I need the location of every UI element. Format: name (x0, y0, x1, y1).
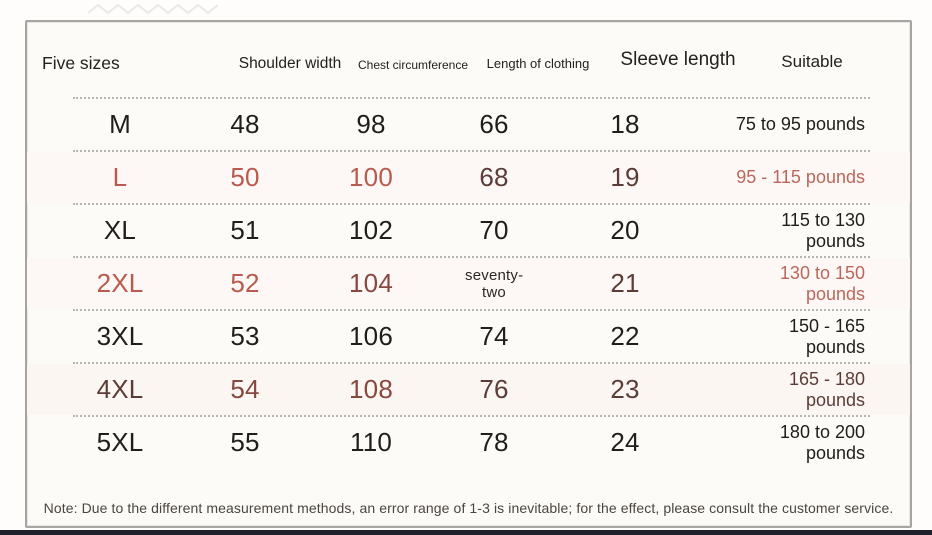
cell-suitable-weight: 150 - 165 pounds (788, 315, 865, 357)
cell-shoulder-width: 52 (230, 268, 260, 298)
table-row-4xl: 4XL 54 108 76 23 165 - 180 pounds (27, 364, 910, 415)
cell-size: 2XL (96, 268, 144, 298)
row-divider (73, 256, 870, 258)
measurement-note: Note: Due to the different measurement m… (43, 500, 894, 516)
column-header-sleeve-length: Sleeve length (620, 49, 736, 70)
size-chart-panel: Five sizes Shoulder width Chest circumfe… (25, 20, 912, 528)
cell-chest-circumference: 100 (349, 162, 393, 192)
cell-sleeve-length: 18 (610, 109, 640, 139)
cell-size: 5XL (96, 427, 144, 457)
row-divider (73, 362, 870, 364)
row-divider (73, 203, 870, 205)
cell-shoulder-width: 48 (230, 109, 260, 139)
table-row-l: L 50 100 68 19 95 - 115 pounds (27, 152, 910, 203)
cell-size: 3XL (96, 321, 144, 351)
cell-length-of-clothing: 70 (479, 215, 509, 245)
cell-size: XL (103, 215, 137, 245)
cell-shoulder-width: 54 (230, 374, 260, 404)
torn-edge-decoration (88, 3, 218, 15)
cell-sleeve-length: 19 (610, 162, 640, 192)
table-row-xl: XL 51 102 70 20 115 to 130 pounds (27, 205, 910, 256)
bottom-edge-bar (0, 530, 932, 535)
table-row-m: M 48 98 66 18 75 to 95 pounds (27, 99, 910, 150)
column-header-suitable: Suitable (781, 52, 843, 71)
cell-chest-circumference: 108 (349, 374, 393, 404)
cell-size: M (109, 109, 131, 139)
row-divider (73, 97, 870, 99)
cell-sleeve-length: 22 (610, 321, 640, 351)
cell-suitable-weight: 95 - 115 pounds (736, 167, 865, 187)
cell-shoulder-width: 53 (230, 321, 260, 351)
cell-suitable-weight: 115 to 130 pounds (781, 209, 865, 251)
cell-size: 4XL (96, 374, 144, 404)
column-header-length-of-clothing: Length of clothing (486, 56, 590, 71)
cell-chest-circumference: 106 (349, 321, 393, 351)
cell-length-of-clothing: 74 (479, 321, 509, 351)
cell-suitable-weight: 130 to 150 pounds (779, 262, 865, 304)
cell-chest-circumference: 102 (349, 215, 393, 245)
cell-chest-circumference: 104 (349, 268, 393, 298)
cell-sleeve-length: 21 (610, 268, 640, 298)
row-divider (73, 309, 870, 311)
cell-length-of-clothing: seventy-two (465, 266, 524, 301)
cell-suitable-weight: 180 to 200 pounds (779, 421, 865, 463)
row-divider (73, 150, 870, 152)
size-chart-rows: M 48 98 66 18 75 to 95 pounds L 50 100 6… (27, 97, 910, 468)
cell-shoulder-width: 50 (230, 162, 260, 192)
column-header-shoulder-width: Shoulder width (238, 55, 342, 72)
cell-sleeve-length: 23 (610, 374, 640, 404)
table-row-3xl: 3XL 53 106 74 22 150 - 165 pounds (27, 311, 910, 362)
table-row-5xl: 5XL 55 110 78 24 180 to 200 pounds (27, 417, 910, 468)
table-row-2xl: 2XL 52 104 seventy-two 21 130 to 150 pou… (27, 258, 910, 309)
cell-length-of-clothing: 66 (479, 109, 509, 139)
cell-size: L (112, 162, 128, 192)
column-header-five-sizes: Five sizes (42, 53, 120, 73)
cell-length-of-clothing: 76 (479, 374, 509, 404)
cell-shoulder-width: 51 (230, 215, 260, 245)
cell-length-of-clothing: 78 (479, 427, 509, 457)
cell-length-of-clothing: 68 (479, 162, 509, 192)
row-divider (73, 415, 870, 417)
cell-chest-circumference: 110 (349, 427, 393, 457)
cell-shoulder-width: 55 (230, 427, 260, 457)
column-header-chest-circumference: Chest circumference (357, 58, 469, 72)
cell-suitable-weight: 165 - 180 pounds (788, 368, 865, 410)
cell-suitable-weight: 75 to 95 pounds (735, 114, 865, 134)
cell-sleeve-length: 24 (610, 427, 640, 457)
cell-sleeve-length: 20 (610, 215, 640, 245)
cell-chest-circumference: 98 (356, 109, 386, 139)
